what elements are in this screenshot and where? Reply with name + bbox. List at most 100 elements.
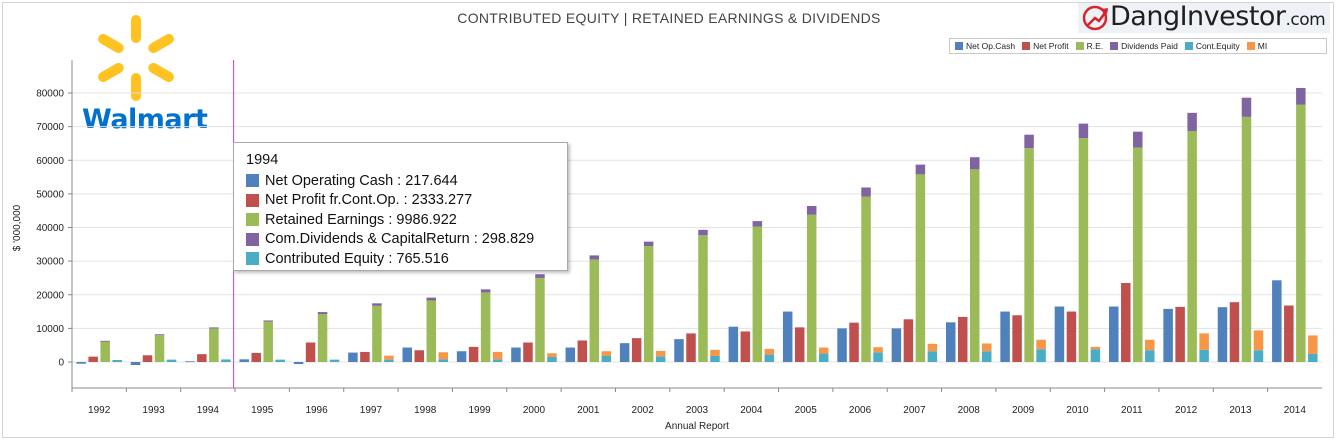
bar-net-op-cash	[511, 347, 521, 362]
bar-dividends	[1187, 112, 1197, 131]
bar-net-profit	[1121, 282, 1131, 362]
x-tick-label: 1997	[360, 405, 383, 416]
bar-dividends	[317, 312, 328, 315]
bar-dividends	[752, 221, 763, 227]
bar-retained-earnings	[589, 259, 600, 362]
brand-name-main: DangInvestor	[1110, 1, 1286, 32]
x-tick-label: 1993	[142, 405, 165, 416]
bar-dividends	[100, 340, 110, 342]
brand-name[interactable]: DangInvestor.com	[1110, 1, 1326, 32]
legend-item[interactable]: Dividends Paid	[1110, 41, 1178, 51]
bar-net-profit	[686, 333, 696, 362]
x-tick-label: 1992	[88, 405, 111, 416]
bar-net-op-cash	[1109, 306, 1119, 362]
chart-title: CONTRIBUTED EQUITY | RETAINED EARNINGS &…	[457, 10, 881, 26]
x-tick-label: 2005	[795, 405, 818, 416]
bar-net-op-cash	[130, 362, 141, 366]
bar-mi	[818, 347, 829, 354]
bar-retained-earnings	[969, 169, 980, 362]
bar-contributed-equity	[1199, 349, 1209, 362]
x-tick-label: 1994	[197, 405, 220, 416]
bar-net-op-cash	[945, 322, 956, 362]
bar-retained-earnings	[915, 174, 926, 362]
bar-net-op-cash	[1000, 311, 1010, 362]
bar-contributed-equity	[547, 356, 557, 362]
bar-net-op-cash	[1163, 308, 1173, 362]
brand-logo-icon	[1082, 5, 1109, 31]
bar-dividends	[535, 274, 545, 278]
bar-mi	[1308, 335, 1318, 354]
bar-contributed-equity	[1308, 353, 1318, 362]
legend-item[interactable]: R.E.	[1075, 41, 1103, 51]
bar-contributed-equity	[1036, 349, 1046, 362]
bar-net-profit	[903, 319, 914, 362]
legend-swatch	[955, 42, 963, 50]
bar-net-profit	[849, 322, 859, 362]
bar-retained-earnings	[643, 245, 654, 362]
bar-mi	[384, 355, 394, 360]
bar-mi	[1199, 333, 1209, 350]
y-axis-label: $ '000,000	[12, 204, 23, 251]
x-tick-label: 1998	[414, 405, 437, 416]
bar-net-profit	[142, 355, 153, 362]
legend-label: MI	[1257, 41, 1268, 51]
tooltip-text: Com.Dividends & CapitalReturn : 298.829	[265, 231, 535, 248]
bar-retained-earnings	[1078, 138, 1089, 362]
x-tick-label: 1996	[305, 405, 328, 416]
bar-contributed-equity	[1253, 350, 1264, 362]
bar-dividends	[154, 334, 165, 336]
legend-item[interactable]: Cont.Equity	[1184, 41, 1240, 51]
brand-name-suffix: .com	[1285, 10, 1326, 30]
tooltip-year: 1994	[246, 152, 279, 168]
bar-net-profit	[1175, 306, 1185, 362]
x-axis-label: Annual Report	[665, 421, 729, 432]
bar-net-op-cash	[1054, 306, 1065, 362]
bar-contributed-equity	[275, 359, 285, 362]
bar-contributed-equity	[492, 359, 503, 362]
legend-item[interactable]: Net Profit	[1022, 41, 1069, 51]
x-tick-label: 2006	[849, 405, 872, 416]
bar-net-op-cash	[402, 347, 413, 362]
x-tick-label: 2009	[1012, 405, 1035, 416]
bar-dividends	[209, 327, 219, 329]
legend-swatch	[1110, 42, 1119, 50]
tooltip-row: Com.Dividends & CapitalReturn : 298.829	[246, 230, 567, 250]
bar-retained-earnings	[535, 277, 545, 362]
bar-retained-earnings	[1296, 104, 1306, 363]
bar-mi	[492, 351, 503, 360]
bar-mi	[438, 352, 449, 360]
company-logo-text: Walmart	[82, 104, 208, 135]
bar-mi	[601, 351, 612, 356]
legend-item[interactable]: Net Op.Cash	[955, 41, 1015, 51]
bar-contributed-equity	[1145, 350, 1155, 362]
x-tick-label: 2002	[632, 405, 655, 416]
bar-net-profit	[251, 352, 261, 362]
y-tick-label: 20000	[36, 290, 64, 301]
x-tick-label: 2012	[1175, 405, 1198, 416]
x-tick-label: 2003	[686, 405, 709, 416]
bar-retained-earnings	[1241, 116, 1252, 362]
legend-swatch	[1184, 42, 1193, 50]
bar-dividends	[480, 289, 491, 293]
bar-net-op-cash	[239, 359, 249, 362]
tooltip-swatch	[246, 174, 259, 188]
tooltip-swatch	[246, 193, 259, 207]
bar-net-op-cash	[891, 328, 902, 362]
bar-net-profit	[523, 342, 533, 362]
bar-contributed-equity	[384, 359, 394, 362]
y-tick-label: 70000	[36, 122, 64, 133]
bar-mi	[547, 353, 557, 357]
bar-contributed-equity	[655, 356, 666, 362]
bar-retained-earnings	[1187, 130, 1197, 362]
bar-net-profit	[360, 351, 370, 362]
bar-contributed-equity	[1090, 349, 1101, 362]
bar-net-profit	[631, 338, 642, 362]
bar-contributed-equity	[764, 354, 775, 362]
legend-item[interactable]: MI	[1246, 41, 1268, 51]
bar-mi	[1090, 346, 1101, 350]
bar-net-op-cash	[837, 328, 847, 362]
brand-banner[interactable]	[1078, 3, 1330, 33]
bar-net-op-cash	[728, 326, 739, 362]
x-tick-label: 2011	[1121, 405, 1143, 416]
tooltip-row: Net Operating Cash : 217.644	[246, 171, 567, 191]
